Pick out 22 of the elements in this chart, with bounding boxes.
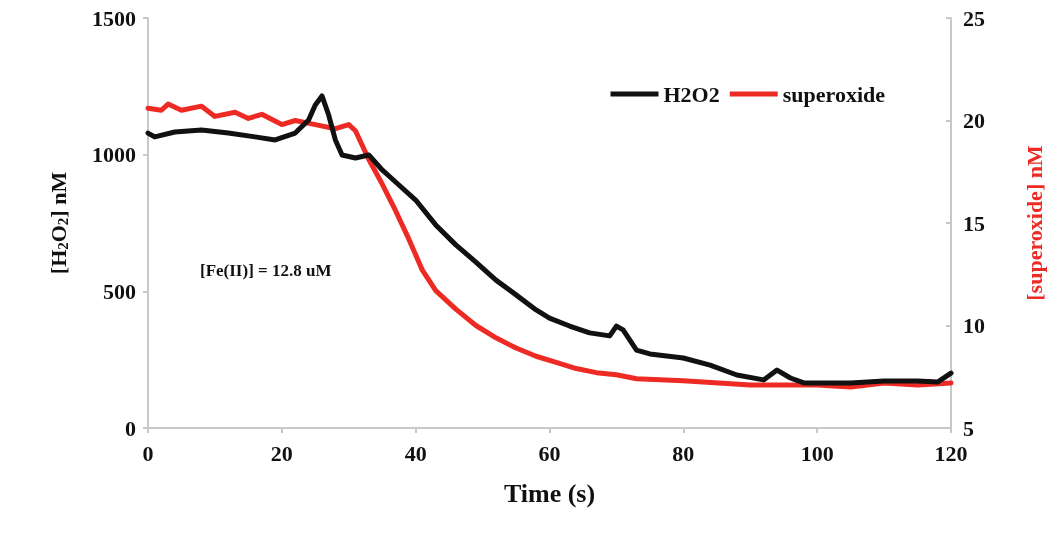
y-tick-label: 0 [125, 415, 136, 441]
x-tick-label: 80 [672, 440, 695, 466]
x-tick-label: 0 [142, 440, 154, 466]
x-tick-label: 20 [270, 440, 293, 466]
y2-tick-label: 25 [963, 5, 985, 31]
x-tick-label: 60 [538, 440, 561, 466]
x-tick-label: 100 [800, 440, 834, 466]
y2-tick-label: 5 [963, 415, 974, 441]
y-tick-label: 500 [103, 278, 136, 304]
annotation: [Fe(II)] = 12.8 uM [200, 261, 332, 280]
legend-label: H2O2 [663, 81, 720, 107]
y2-tick-label: 10 [963, 313, 985, 338]
y2-axis-title: [superoxide] nM [1021, 145, 1047, 301]
y2-tick-label: 15 [963, 210, 985, 236]
y-tick-label: 1500 [92, 5, 136, 31]
y2-tick-label: 20 [963, 108, 985, 133]
x-tick-label: 120 [934, 440, 968, 466]
y-axis-title: [H2O2] nM [46, 171, 71, 275]
x-tick-label: 40 [404, 440, 427, 466]
y-tick-label: 1000 [92, 142, 136, 168]
legend-label: superoxide [782, 81, 886, 107]
x-axis-title: Time (s) [503, 478, 596, 508]
